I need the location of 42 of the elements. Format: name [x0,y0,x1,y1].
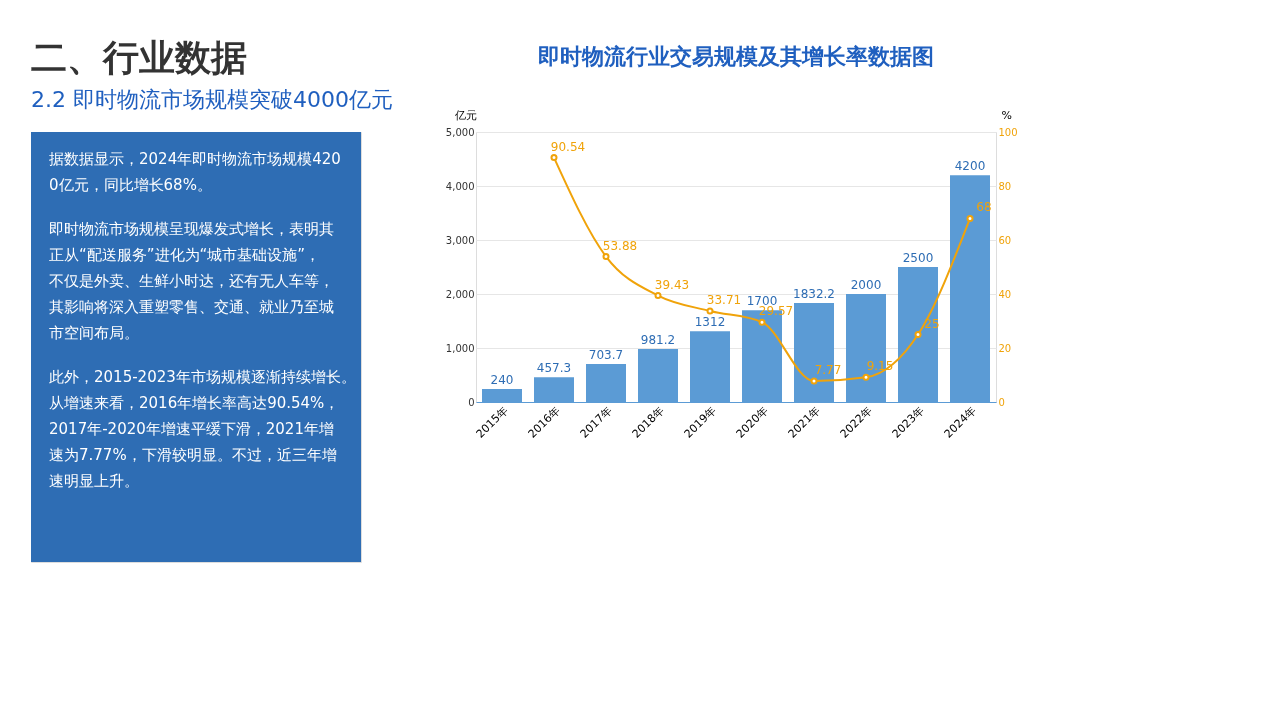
text: 此外，2015-2023年市场规模逐渐持续增长。从增速来看，2016年增长率高达90.54%，2017年-2020年增速平缓下滑，2021年增速为7.77%，下滑较明显。不过，近三年增速明显上升。 [49,368,356,490]
point [654,292,662,300]
y-axis-title: 亿元 [453,108,477,122]
text: 据数据显示，2024年即时物流市场规模4200亿元，同比增长68%。 [49,150,341,194]
point [758,318,766,326]
y-tick-label: 3,000 [445,234,475,246]
y-tick-label: 5,000 [445,126,475,138]
data-label: 240 [490,373,514,388]
y-tick-label: 4,000 [445,180,475,192]
data-label: 39.43 [654,277,690,292]
point [862,373,870,381]
data-label: 981.2 [640,333,676,348]
point [810,377,818,385]
text: 2.2 即时物流市场规模突破4000亿元 [31,87,393,112]
data-label: 2000 [850,278,882,292]
y2-tick-label: 0 [998,396,1005,408]
data-label: 703.7 [588,348,624,362]
data-label: 457.3 [536,361,572,376]
y2-tick-label: 40 [998,288,1012,300]
point [706,307,714,315]
point [966,214,974,222]
text: 即时物流市场规模呈现爆发式增长，表明其正从“配送服务”进化为“城市基础设施”，不仅是外卖、生鲜小时达，还有无人车等，其影响将深入重塑零售、交通、就业乃至城市空间布局。 [49,220,334,342]
data-label: 2500 [902,251,934,265]
point [914,331,922,338]
data-label: 33.71 [706,292,742,307]
data-label: 90.54 [550,139,586,154]
data-label: 1312 [694,315,726,330]
text: 二、行业数据 [31,37,247,78]
y2-tick-label: 100 [998,126,1018,138]
y2-tick-label: 20 [998,342,1012,354]
point [602,253,610,261]
y-tick-label: 0 [468,396,475,408]
data-label: 1832.2 [793,287,835,302]
y2-tick-label: 60 [998,234,1012,246]
y-tick-label: 2,000 [445,288,475,300]
chart-title: 即时物流行业交易规模及其增长率数据图 [538,44,934,69]
y2-axis-title: % [1001,108,1012,122]
y2-tick-label: 80 [998,180,1012,192]
data-label: 4200 [954,159,986,174]
point [550,154,558,162]
data-label: 53.88 [602,238,638,253]
y-tick-label: 1,000 [445,342,475,354]
